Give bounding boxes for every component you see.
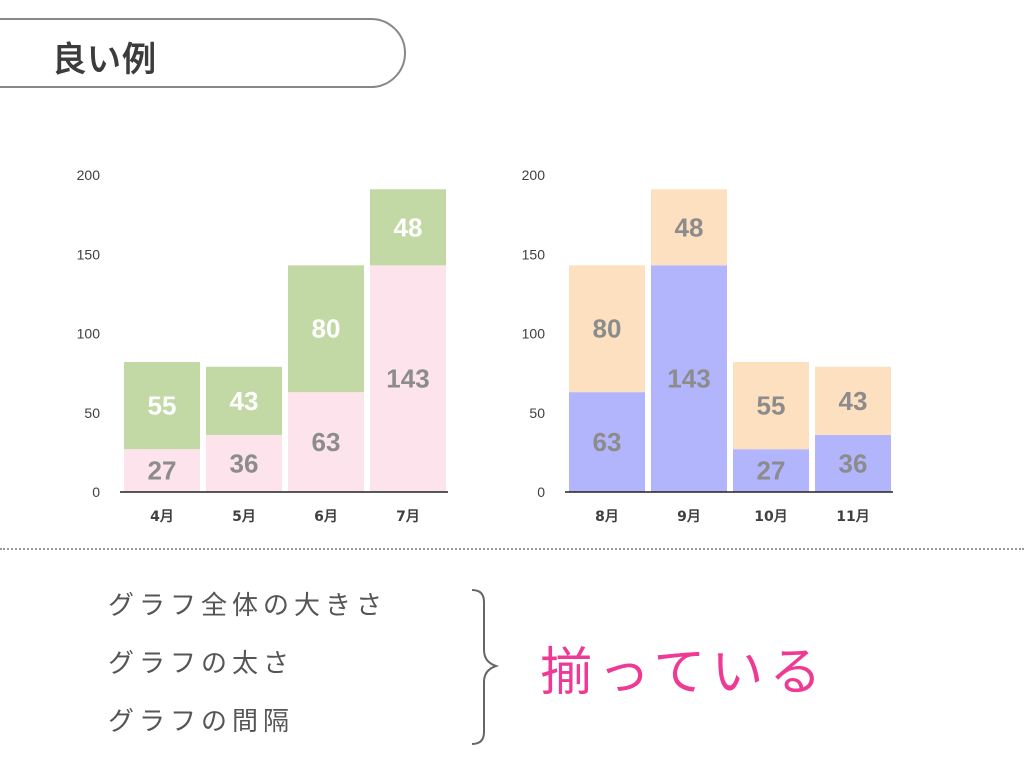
y-tick-label: 150 (77, 246, 101, 262)
bar-segment (370, 189, 446, 266)
note-item-overall-size: グラフ全体の大きさ (108, 591, 388, 621)
bar-segment (288, 392, 364, 492)
data-label: 36 (839, 448, 868, 478)
data-label: 48 (394, 212, 423, 242)
data-label: 36 (230, 448, 259, 478)
x-tick-label: 10月 (754, 509, 787, 525)
chart-right: 0 50 100 150 200 63 80 8月 143 48 9月 27 55 10月 36 43 11月 (522, 167, 893, 525)
bar-segment (370, 265, 446, 492)
x-tick-label: 4月 (150, 509, 174, 525)
brace-icon (471, 589, 500, 745)
bar-segment (569, 265, 645, 393)
chart-left: 0 50 100 150 200 27 55 4月 36 43 5月 63 80 6月 143 48 7月 (77, 167, 448, 525)
title-tab (0, 18, 406, 88)
data-label: 55 (757, 391, 786, 421)
bar-segment (206, 366, 282, 435)
bar-segment (206, 434, 282, 492)
bar-segment (733, 362, 809, 450)
dotted-divider (0, 548, 1024, 550)
note-item-bar-spacing: グラフの間隔 (108, 707, 295, 737)
bar-segment (124, 449, 200, 492)
data-label: 63 (593, 427, 622, 457)
data-label: 43 (839, 386, 868, 416)
data-label: 80 (593, 314, 622, 344)
bar-segment (569, 392, 645, 492)
x-tick-label: 5月 (232, 509, 256, 525)
bar-segment (124, 362, 200, 450)
data-label: 80 (312, 314, 341, 344)
x-tick-label: 6月 (314, 509, 338, 525)
bar-segment (815, 366, 891, 435)
x-tick-label: 11月 (836, 509, 869, 525)
data-label: 63 (312, 427, 341, 457)
y-tick-label: 0 (537, 484, 545, 500)
data-label: 43 (230, 386, 259, 416)
y-tick-label: 50 (529, 405, 545, 421)
y-tick-label: 150 (522, 246, 546, 262)
bar-segment (288, 265, 364, 393)
page-title: 良い例 (52, 40, 157, 80)
data-label: 143 (667, 364, 710, 394)
result-text: 揃っている (540, 643, 828, 703)
x-tick-label: 7月 (396, 509, 420, 525)
y-tick-label: 100 (522, 326, 546, 342)
data-label: 27 (757, 456, 786, 486)
note-item-bar-width: グラフの太さ (108, 649, 295, 679)
data-label: 48 (675, 212, 704, 242)
y-tick-label: 50 (84, 405, 100, 421)
bar-segment (651, 265, 727, 492)
bar-segment (651, 189, 727, 266)
data-label: 27 (148, 456, 177, 486)
notes-list: グラフ全体の大きさ グラフの太さ グラフの間隔 (108, 586, 387, 760)
y-tick-label: 100 (77, 326, 101, 342)
x-tick-label: 8月 (595, 509, 619, 525)
y-tick-label: 200 (522, 167, 546, 183)
y-tick-label: 0 (92, 484, 100, 500)
data-label: 55 (148, 391, 177, 421)
x-tick-label: 9月 (677, 509, 701, 525)
data-label: 143 (386, 364, 429, 394)
y-tick-label: 200 (77, 167, 101, 183)
bar-segment (815, 434, 891, 492)
bar-segment (733, 449, 809, 492)
